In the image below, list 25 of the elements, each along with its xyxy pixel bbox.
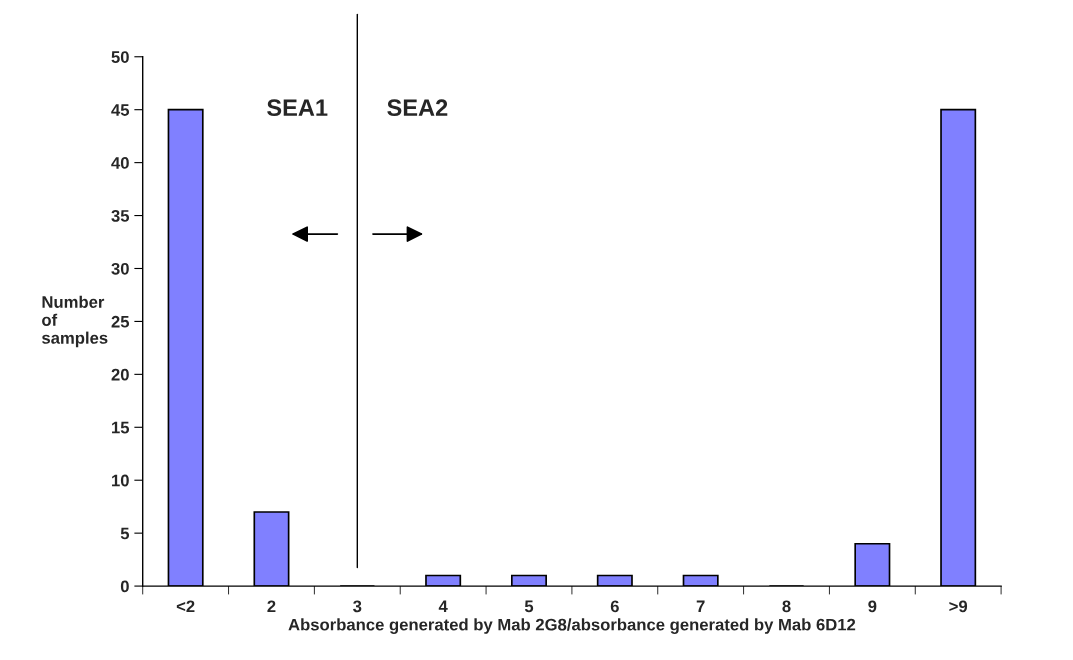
- y-tick-label: 0: [120, 580, 129, 593]
- y-tick-label: 20: [111, 368, 129, 381]
- y-tick-label: 35: [111, 209, 130, 222]
- x-tick-label: 8: [782, 600, 791, 613]
- x-tick-label: 7: [696, 600, 705, 613]
- y-tick-label: 25: [111, 315, 130, 328]
- x-tick-label: <2: [176, 600, 195, 613]
- y-axis-title: Number of samples: [42, 295, 108, 348]
- x-tick-label: 3: [353, 600, 362, 613]
- y-tick-label: 10: [112, 474, 129, 487]
- y-tick-label: 15: [112, 421, 130, 434]
- y-tick-label: 45: [111, 104, 130, 116]
- y-tick-label: 50: [111, 51, 129, 63]
- x-tick-label: 6: [610, 600, 619, 613]
- y-tick-label: 40: [111, 157, 129, 169]
- y-tick-label: 5: [120, 527, 130, 540]
- x-tick-label: 2: [267, 600, 276, 613]
- x-tick-label: >9: [949, 600, 968, 613]
- annotation: SEA2: [387, 99, 448, 117]
- x-tick-label: 9: [868, 600, 877, 613]
- x-tick-label: 5: [524, 600, 534, 613]
- x-axis-title: Absorbance generated by Mab 2G8/absorbance generated by Mab 6D12: [288, 618, 856, 634]
- annotation: SEA1: [267, 99, 328, 117]
- y-tick-label: 30: [111, 262, 129, 275]
- x-tick-label: 4: [438, 600, 448, 613]
